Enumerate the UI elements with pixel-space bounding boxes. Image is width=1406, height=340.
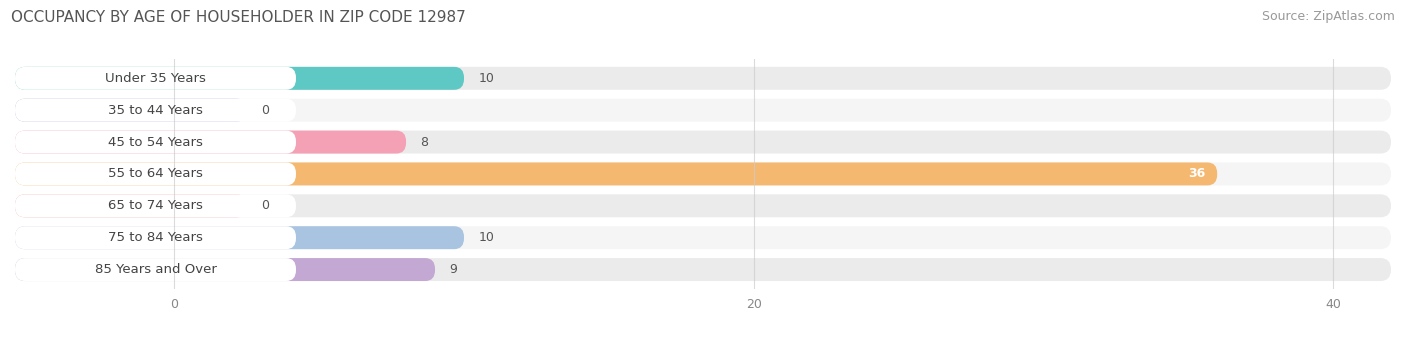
FancyBboxPatch shape <box>15 258 1391 281</box>
FancyBboxPatch shape <box>15 99 1391 122</box>
Text: 10: 10 <box>478 72 495 85</box>
Text: 0: 0 <box>262 199 269 212</box>
FancyBboxPatch shape <box>15 131 297 154</box>
FancyBboxPatch shape <box>15 99 246 122</box>
Text: 36: 36 <box>1188 167 1205 181</box>
Text: 55 to 64 Years: 55 to 64 Years <box>108 167 202 181</box>
FancyBboxPatch shape <box>15 226 297 249</box>
Text: 10: 10 <box>478 231 495 244</box>
FancyBboxPatch shape <box>15 67 297 90</box>
FancyBboxPatch shape <box>15 99 297 122</box>
Text: 8: 8 <box>420 136 429 149</box>
FancyBboxPatch shape <box>15 163 1391 185</box>
FancyBboxPatch shape <box>15 194 246 217</box>
FancyBboxPatch shape <box>15 194 1391 217</box>
FancyBboxPatch shape <box>15 131 406 154</box>
FancyBboxPatch shape <box>15 226 1391 249</box>
Text: 9: 9 <box>450 263 457 276</box>
FancyBboxPatch shape <box>15 163 297 185</box>
FancyBboxPatch shape <box>15 226 464 249</box>
Text: 35 to 44 Years: 35 to 44 Years <box>108 104 202 117</box>
FancyBboxPatch shape <box>15 67 1391 90</box>
Text: 75 to 84 Years: 75 to 84 Years <box>108 231 202 244</box>
FancyBboxPatch shape <box>15 131 1391 154</box>
Text: Under 35 Years: Under 35 Years <box>105 72 205 85</box>
Text: OCCUPANCY BY AGE OF HOUSEHOLDER IN ZIP CODE 12987: OCCUPANCY BY AGE OF HOUSEHOLDER IN ZIP C… <box>11 10 465 25</box>
FancyBboxPatch shape <box>15 163 1218 185</box>
Text: 45 to 54 Years: 45 to 54 Years <box>108 136 202 149</box>
FancyBboxPatch shape <box>15 258 434 281</box>
Text: 0: 0 <box>262 104 269 117</box>
FancyBboxPatch shape <box>15 258 297 281</box>
FancyBboxPatch shape <box>15 67 464 90</box>
Text: 65 to 74 Years: 65 to 74 Years <box>108 199 202 212</box>
Text: 85 Years and Over: 85 Years and Over <box>94 263 217 276</box>
Text: Source: ZipAtlas.com: Source: ZipAtlas.com <box>1261 10 1395 23</box>
FancyBboxPatch shape <box>15 194 297 217</box>
